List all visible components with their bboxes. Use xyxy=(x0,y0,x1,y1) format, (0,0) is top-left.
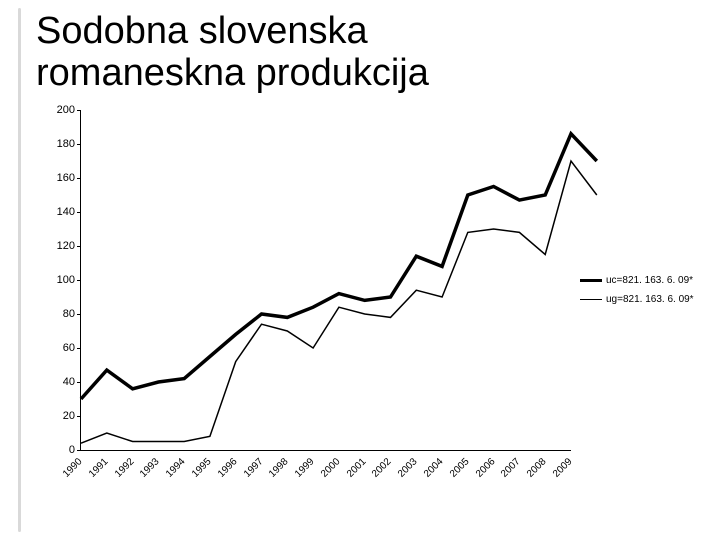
title-line2: romaneskna produkcija xyxy=(36,52,429,94)
legend-swatch-ug xyxy=(580,299,602,300)
ytick-label: 80 xyxy=(43,308,75,320)
ytick-label: 20 xyxy=(43,410,75,422)
legend-label-ug: ug=821. 163. 6. 09* xyxy=(606,294,694,305)
xtick-label: 2008 xyxy=(525,456,549,480)
xtick-label: 2003 xyxy=(396,456,420,480)
xtick-label: 2001 xyxy=(345,456,369,480)
ytick-label: 160 xyxy=(43,172,75,184)
ytick-label: 0 xyxy=(43,444,75,456)
ytick xyxy=(77,110,81,111)
xtick-label: 2005 xyxy=(448,456,472,480)
ytick-label: 180 xyxy=(43,138,75,150)
ytick-label: 40 xyxy=(43,376,75,388)
series-uc xyxy=(81,134,597,399)
ytick xyxy=(77,382,81,383)
xtick-label: 2000 xyxy=(319,456,343,480)
legend-swatch-uc xyxy=(580,279,602,282)
line-series-svg xyxy=(81,110,571,450)
ytick xyxy=(77,178,81,179)
xtick-label: 1991 xyxy=(87,456,111,480)
ytick xyxy=(77,212,81,213)
ytick xyxy=(77,450,81,451)
left-ornament xyxy=(18,8,21,532)
title-line1: Sodobna slovenska xyxy=(36,10,368,52)
xtick-label: 1992 xyxy=(113,456,137,480)
xtick-label: 2004 xyxy=(422,456,446,480)
legend-item-uc: uc=821. 163. 6. 09* xyxy=(580,275,694,286)
slide: Sodobna slovenska romaneskna produkcija … xyxy=(0,0,720,540)
xtick-label: 2007 xyxy=(499,456,523,480)
xtick-label: 1998 xyxy=(267,456,291,480)
ytick-label: 120 xyxy=(43,240,75,252)
legend-item-ug: ug=821. 163. 6. 09* xyxy=(580,294,694,305)
ytick xyxy=(77,416,81,417)
xtick-label: 2002 xyxy=(370,456,394,480)
xtick-label: 1997 xyxy=(242,456,266,480)
ytick xyxy=(77,144,81,145)
chart: 0204060801001201401601802001990199119921… xyxy=(40,110,700,530)
ytick-label: 200 xyxy=(43,104,75,116)
xtick-label: 1999 xyxy=(293,456,317,480)
ytick xyxy=(77,246,81,247)
series-ug xyxy=(81,161,597,443)
xtick-label: 2006 xyxy=(474,456,498,480)
xtick-label: 1993 xyxy=(138,456,162,480)
ytick xyxy=(77,280,81,281)
ytick-label: 60 xyxy=(43,342,75,354)
xtick-label: 1990 xyxy=(61,456,85,480)
ytick xyxy=(77,348,81,349)
xtick-label: 1995 xyxy=(190,456,214,480)
ytick xyxy=(77,314,81,315)
xtick-label: 1994 xyxy=(164,456,188,480)
ytick-label: 100 xyxy=(43,274,75,286)
slide-title: Sodobna slovenska romaneskna produkcija xyxy=(36,10,429,94)
xtick-label: 1996 xyxy=(216,456,240,480)
xtick-label: 2009 xyxy=(551,456,575,480)
legend: uc=821. 163. 6. 09* ug=821. 163. 6. 09* xyxy=(580,275,694,313)
legend-label-uc: uc=821. 163. 6. 09* xyxy=(606,275,693,286)
ytick-label: 140 xyxy=(43,206,75,218)
plot-area: 0204060801001201401601802001990199119921… xyxy=(80,110,571,451)
